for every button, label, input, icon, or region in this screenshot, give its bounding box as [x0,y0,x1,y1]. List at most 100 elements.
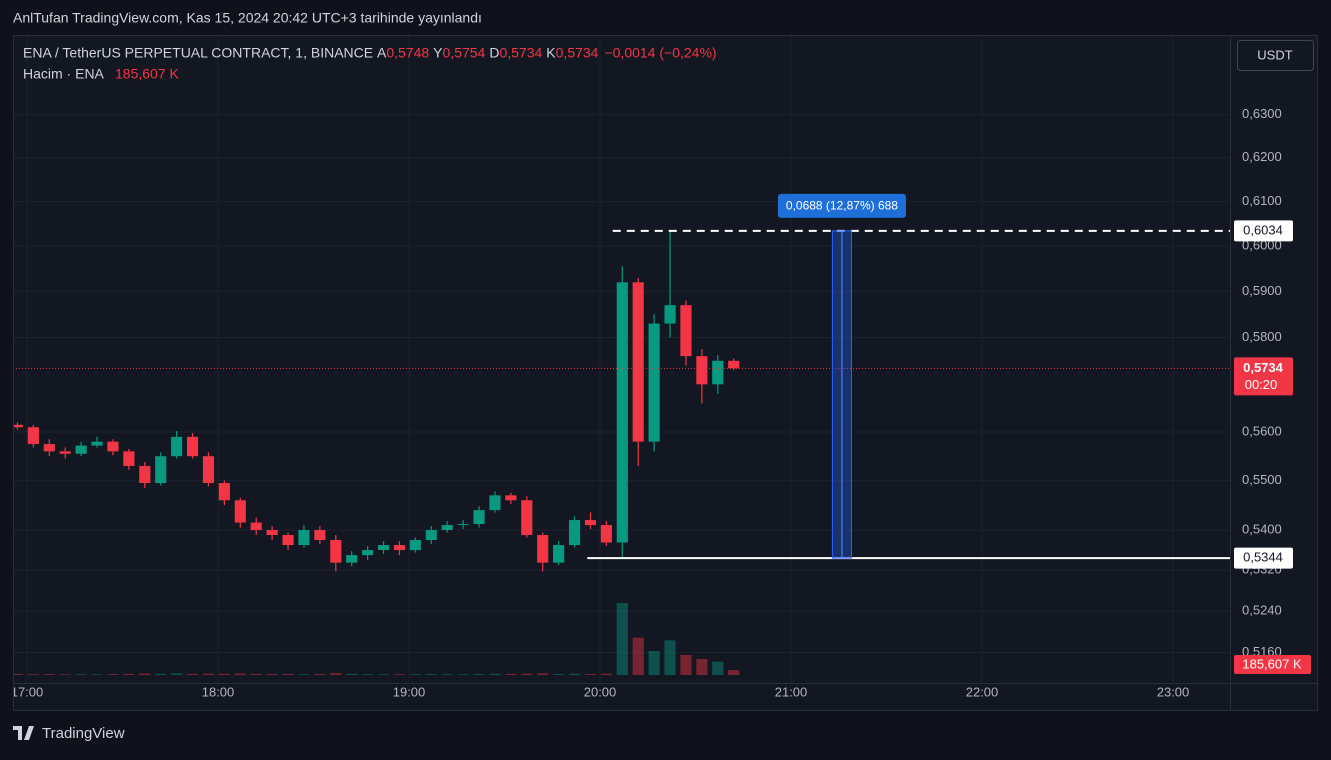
candle-body [600,525,612,543]
candle-body [393,545,406,551]
candle-body [696,356,708,385]
volume-bar [712,661,724,675]
volume-bar [393,674,406,675]
volume-bar [377,674,390,675]
candle-body [553,545,565,563]
y-tick-label: 0,6300 [1242,106,1282,121]
symbol-title: ENA / TetherUS PERPETUAL CONTRACT, 1, BI… [23,45,373,61]
candle-body [632,282,644,442]
candle-body [59,451,71,454]
y-tick-label: 0,5500 [1242,472,1282,487]
volume-bar [266,674,278,675]
y-tick-label: 0,6200 [1242,149,1282,164]
top-price-label: 0,6034 [1243,222,1283,237]
x-tick-label: 18:00 [202,684,235,699]
volume-bar [123,673,135,675]
volume-bar [728,670,740,675]
volume-bar [186,673,199,675]
candle-body [505,495,517,501]
candle-body [489,495,501,511]
volume-bar [282,673,294,675]
candle-body [107,441,119,452]
volume-bar [616,603,628,675]
x-tick-label: 23:00 [1157,684,1190,699]
volume-bar [139,673,151,675]
candle-body [250,522,262,531]
volume-bar [91,674,103,675]
volume-bar [218,673,230,675]
candle-body [186,436,199,457]
candle-body [441,525,453,531]
ohlc-change: −0,0014 (−0,24%) [604,45,716,61]
last-price-box [1234,357,1293,396]
volume-bar [632,637,644,675]
plot-area [14,36,1230,683]
candle-body [616,282,628,543]
ohlc-key: D [489,45,499,61]
candle-body [171,436,183,457]
y-tick-label: 0,5400 [1242,521,1282,536]
brand-name: TradingView [42,725,125,742]
candle-body [568,520,581,546]
volume-bar [696,659,708,675]
volume-bar [27,674,39,675]
volume-bar [457,674,469,675]
candle-body [728,360,740,369]
candle-body [680,305,692,357]
ohlc-value: 0,5754 [443,45,486,61]
candle-body [139,465,151,484]
volume-bar [171,673,183,675]
volume-bar [537,673,549,675]
currency-label[interactable]: USDT [1257,47,1292,62]
bottom-price-label-box [1234,547,1293,569]
volume-bar [202,673,215,675]
top-price-label-box [1234,220,1293,242]
plot: 0,63000,62000,61000,60000,59000,58000,56… [11,36,1282,699]
ohlc-key: A [377,45,387,61]
y-tick-label: 0,6100 [1242,193,1282,208]
x-tick-label: 20:00 [584,684,617,699]
candle-body [298,530,310,546]
volume-bar [584,674,597,675]
volume-bar [346,673,358,675]
volume-axis-label: 185,607 K [1242,656,1302,671]
measure-label: 0,0688 (12,87%) 688 [786,199,898,213]
volume-bar [298,674,310,675]
candle-body [91,441,103,446]
candle-body [425,530,437,541]
volume-bar [362,674,374,675]
candle-body [537,535,549,563]
volume-bar [425,674,437,675]
volume-bar [43,674,55,675]
x-tick-label: 17:00 [11,684,44,699]
ohlc-value: 0,5748 [386,45,429,61]
volume-title: Hacim · ENA [23,66,105,82]
ohlc-legend: A 0,5748 Y 0,5754 D 0,5734 K 0,5734 −0,0014 (−0,… [377,45,717,61]
candle-body [346,555,358,563]
candle-body [377,545,390,551]
volume-bar [107,674,119,675]
candle-body [712,360,724,385]
axes: 0,63000,62000,61000,60000,59000,58000,56… [11,106,1282,699]
volume-bar [75,674,87,675]
y-tick-label: 0,5600 [1242,423,1282,438]
ohlc-value: 0,5734 [499,45,542,61]
measure-label-box [777,193,906,218]
currency-button[interactable] [1237,40,1314,71]
volume-bar [155,673,167,675]
candle-body [584,520,597,526]
candle-body [266,530,278,536]
candle-body [282,535,294,546]
ohlc-value: 0,5734 [556,45,599,61]
volume-bar [680,655,692,675]
last-price-label: 0,5734 [1243,360,1284,375]
candle-body [648,323,660,442]
candle-body [234,500,246,523]
y-tick-label: 0,5240 [1242,603,1282,618]
volume-value-box [1234,655,1311,674]
volume-bar [441,674,453,675]
volume-bar [234,673,246,675]
volume-bar [521,673,533,675]
x-tick-label: 21:00 [775,684,808,699]
